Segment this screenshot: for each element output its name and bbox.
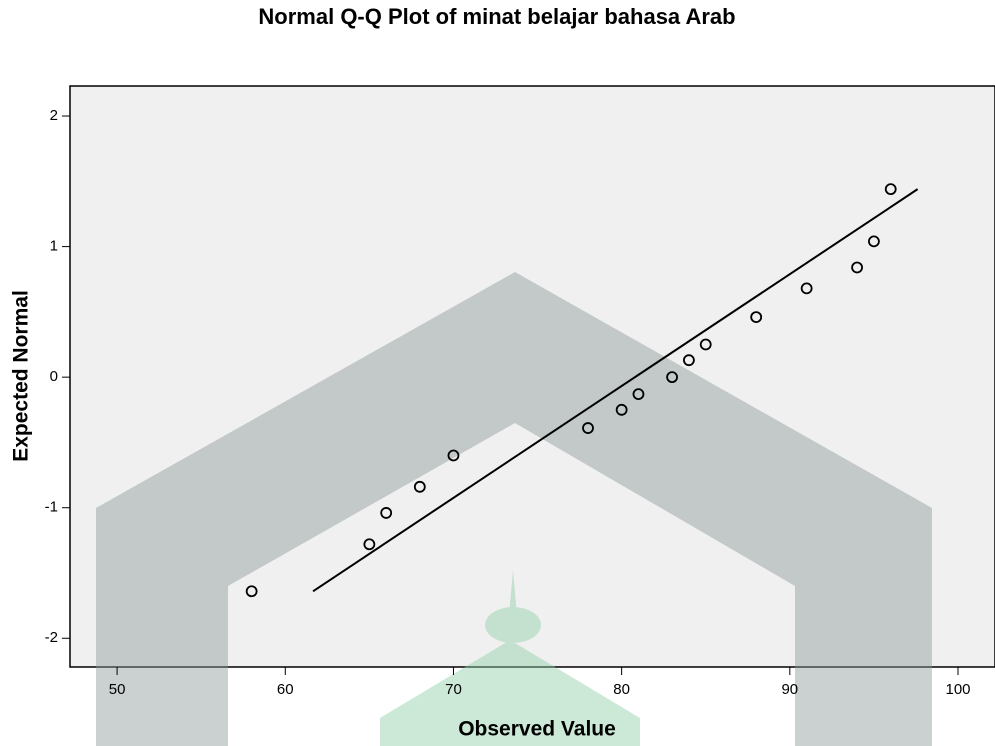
x-tick-label: 70: [445, 681, 462, 698]
chart-title: Normal Q-Q Plot of minat belajar bahasa …: [258, 4, 735, 29]
y-tick-label: 0: [50, 368, 58, 385]
chart: Normal Q-Q Plot of minat belajar bahasa …: [0, 0, 995, 746]
x-tick-label: 100: [945, 681, 970, 698]
y-tick-label: -2: [45, 629, 58, 646]
y-tick-label: 2: [50, 107, 58, 124]
x-tick-label: 90: [781, 681, 798, 698]
x-tick-label: 80: [613, 681, 630, 698]
x-axis-label: Observed Value: [458, 718, 616, 741]
y-axis-label: Expected Normal: [10, 290, 33, 462]
y-tick-label: 1: [50, 238, 58, 255]
y-tick-label: -1: [45, 499, 58, 516]
x-tick-label: 50: [109, 681, 126, 698]
x-tick-label: 60: [277, 681, 294, 698]
